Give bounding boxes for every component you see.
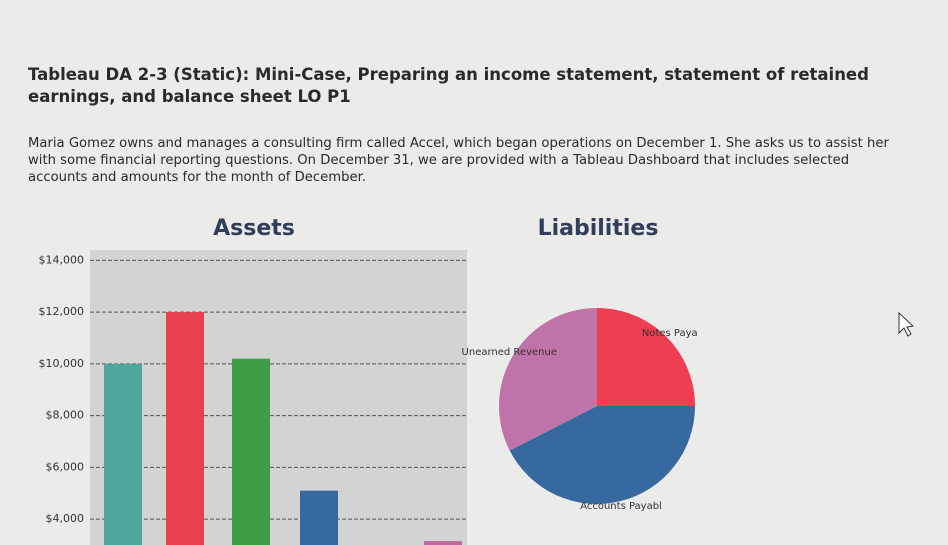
y-tick-label: $6,000 [46,460,85,473]
bar [424,541,462,545]
slice-label: Accounts Payabl [580,501,662,512]
slice-label: Notes Paya [642,328,698,339]
bar [232,358,270,545]
y-tick-label: $8,000 [46,409,85,422]
description: Maria Gomez owns and manages a consultin… [28,136,889,185]
pie-slice [509,406,695,504]
pie-slice [499,308,597,451]
y-tick-label: $10,000 [39,357,85,370]
slice-label: Unearned Revenue [462,347,557,358]
page-title: Tableau DA 2-3 (Static): Mini-Case, Prep… [28,65,869,106]
bar [300,490,338,545]
chart-title: Liabilities [538,216,659,241]
pie-slice [597,308,695,406]
bar [104,363,142,545]
y-tick-label: $14,000 [39,253,85,266]
plot-area [90,250,467,545]
cursor [898,311,915,337]
chart-title: Assets [213,216,295,241]
bar [166,312,204,545]
y-tick-label: $12,000 [39,305,85,318]
y-tick-label: $4,000 [46,512,85,525]
